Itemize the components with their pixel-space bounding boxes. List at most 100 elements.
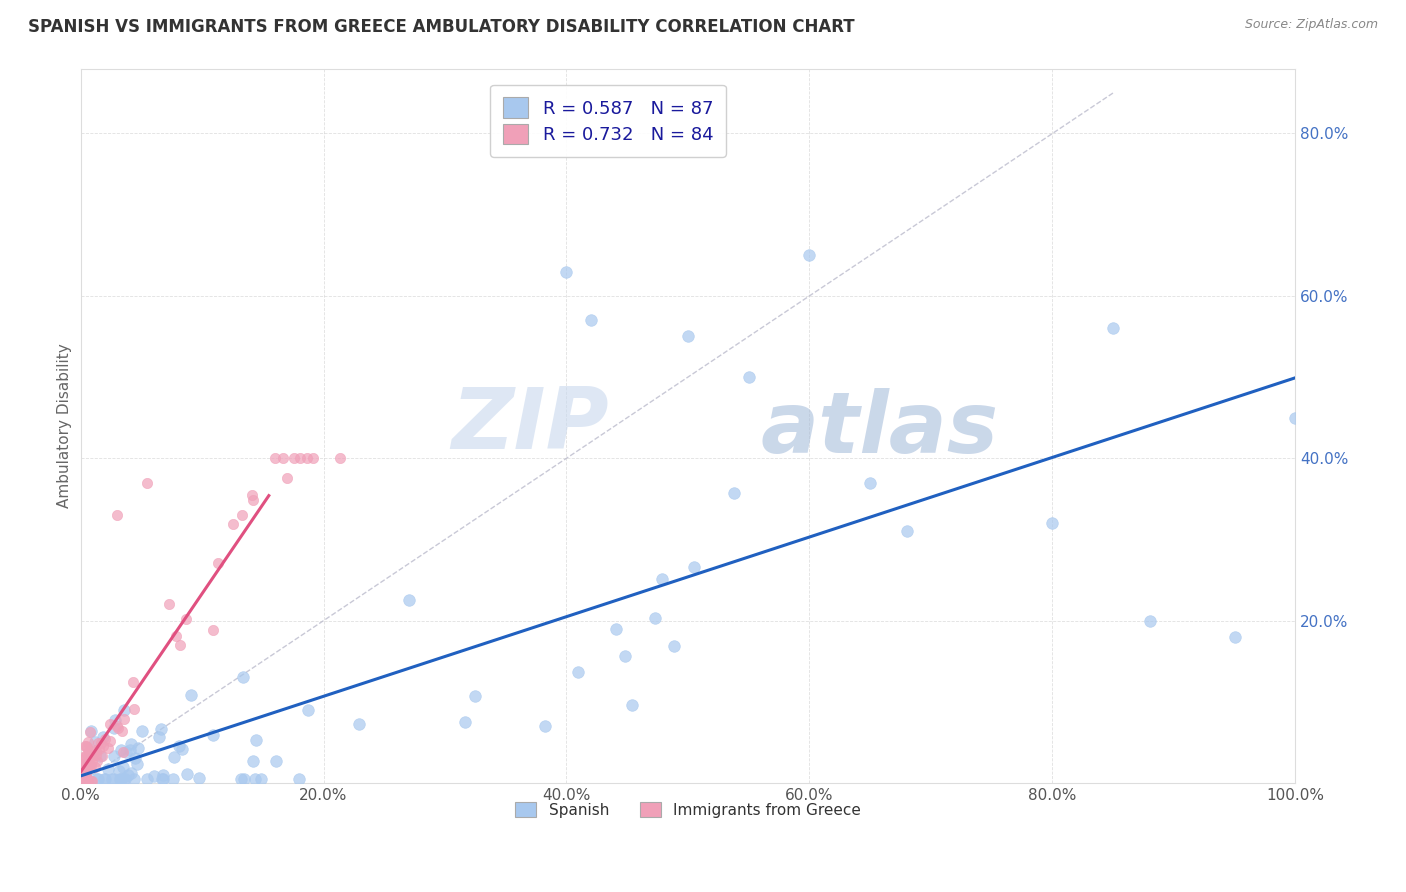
Point [136,475,159,490]
Point [80,755,103,769]
Point [676,329,699,343]
Point [231,508,253,523]
Point [75,739,97,754]
Point [124,751,146,765]
Point [1223,630,1246,644]
Point [86,744,108,758]
Text: atlas: atlas [761,388,1000,471]
Point [120,737,142,751]
Point [1284,410,1306,425]
Point [97,741,120,756]
Point [738,370,761,384]
Point [76,747,98,762]
Point [79,724,101,739]
Point [80,759,103,773]
Point [77,759,100,773]
Point [98,717,121,731]
Point [170,742,193,756]
Point [240,488,263,502]
Point [347,716,370,731]
Point [103,721,125,735]
Point [250,772,273,786]
Point [142,769,165,783]
Point [288,772,311,786]
Point [111,723,134,738]
Point [567,665,589,679]
Point [76,764,98,778]
Point [120,766,142,780]
Point [75,739,97,754]
Point [97,763,120,777]
Point [98,734,121,748]
Point [180,688,202,702]
Point [174,612,197,626]
Point [87,772,110,786]
Point [79,774,101,789]
Point [207,556,229,570]
Point [84,748,107,763]
Point [136,772,159,786]
Point [644,611,666,625]
Point [112,712,135,726]
Point [115,745,138,759]
Point [105,719,128,733]
Point [76,739,98,754]
Point [245,772,267,786]
Point [114,703,136,717]
Y-axis label: Ambulatory Disability: Ambulatory Disability [58,343,72,508]
Point [76,756,98,771]
Point [165,629,187,643]
Text: ZIP: ZIP [451,384,609,467]
Point [80,748,103,763]
Point [104,713,127,727]
Point [264,755,287,769]
Point [1042,516,1064,531]
Point [76,774,98,789]
Point [70,774,93,789]
Point [73,764,96,778]
Point [77,774,100,789]
Point [83,743,105,757]
Text: Source: ZipAtlas.com: Source: ZipAtlas.com [1244,18,1378,31]
Point [202,623,225,637]
Point [288,451,311,466]
Point [1139,614,1161,628]
Point [79,758,101,772]
Point [70,757,93,772]
Point [90,736,112,750]
Point [283,451,305,466]
Point [202,728,225,742]
Point [107,721,129,735]
Point [605,622,627,636]
Point [70,766,93,780]
Point [72,772,94,786]
Point [297,703,319,717]
Point [651,572,673,586]
Point [1102,321,1125,335]
Point [93,772,115,786]
Point [72,750,94,764]
Point [84,735,107,749]
Point [70,774,93,789]
Point [896,524,918,539]
Point [162,772,184,786]
Point [117,768,139,782]
Point [103,772,125,786]
Point [77,745,100,759]
Point [77,757,100,772]
Point [118,743,141,757]
Point [148,731,170,745]
Point [125,757,148,772]
Point [77,735,100,749]
Point [276,471,298,485]
Point [454,715,477,730]
Point [157,597,180,611]
Point [110,743,132,757]
Point [114,772,136,786]
Point [73,750,96,764]
Point [245,733,267,747]
Point [163,750,186,764]
Point [614,649,637,664]
Point [75,774,97,789]
Point [93,739,115,754]
